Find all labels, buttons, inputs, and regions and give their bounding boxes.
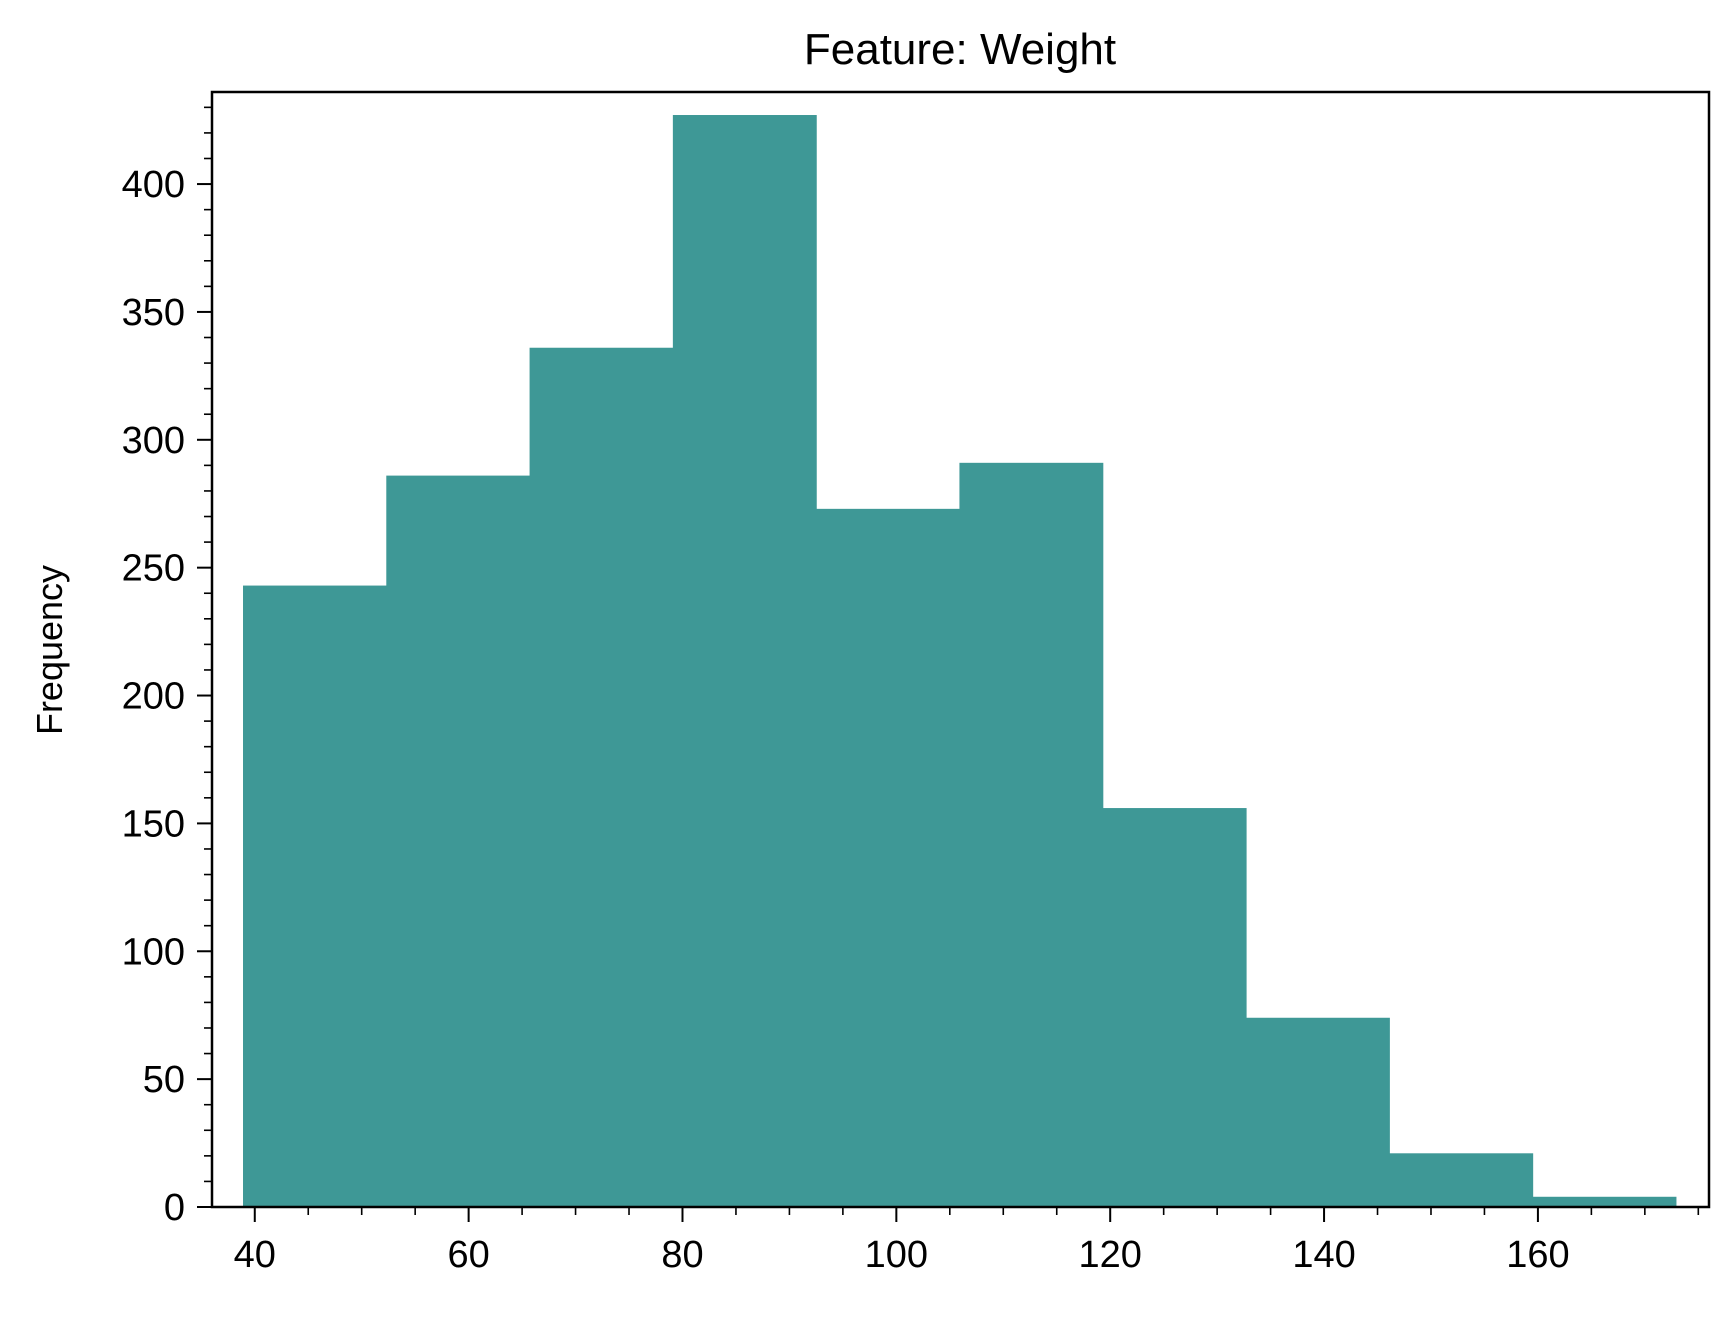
x-tick-label: 140 (1292, 1234, 1355, 1276)
y-tick-label: 50 (143, 1059, 185, 1101)
y-axis-label: Frequency (29, 565, 70, 735)
histogram-bar (959, 462, 1104, 1207)
ticks-layer (197, 106, 1700, 1222)
y-tick-label: 150 (122, 803, 185, 845)
histogram-bar (386, 475, 531, 1207)
histogram-bar (1389, 1153, 1534, 1207)
histogram-bar (816, 508, 961, 1208)
x-tick-label: 40 (234, 1234, 276, 1276)
x-tick-label: 80 (661, 1234, 703, 1276)
histogram-bar (529, 347, 674, 1207)
y-tick-label: 250 (122, 548, 185, 590)
histogram-bar (1245, 1017, 1390, 1207)
x-tick-label: 60 (447, 1234, 489, 1276)
y-tick-label: 0 (164, 1187, 185, 1229)
tick-labels-layer: 40 60 80 100 120 140 160 0 50 100 150 200 250 300 350 4… (122, 164, 1570, 1276)
histogram-bar (672, 115, 817, 1207)
y-tick-label: 350 (122, 292, 185, 334)
y-tick-label: 200 (122, 676, 185, 718)
y-tick-label: 100 (122, 931, 185, 973)
chart-title: Feature: Weight (804, 25, 1116, 74)
bars-layer (243, 115, 1677, 1208)
histogram-bar (1102, 808, 1247, 1207)
x-tick-label: 100 (865, 1234, 928, 1276)
plot-frame (210, 90, 1711, 1209)
y-tick-label: 300 (122, 420, 185, 462)
y-tick-label: 400 (122, 164, 185, 206)
x-tick-label: 120 (1078, 1234, 1141, 1276)
histogram-bar (1532, 1196, 1677, 1207)
histogram-bar (243, 585, 387, 1207)
x-tick-label: 160 (1506, 1234, 1569, 1276)
